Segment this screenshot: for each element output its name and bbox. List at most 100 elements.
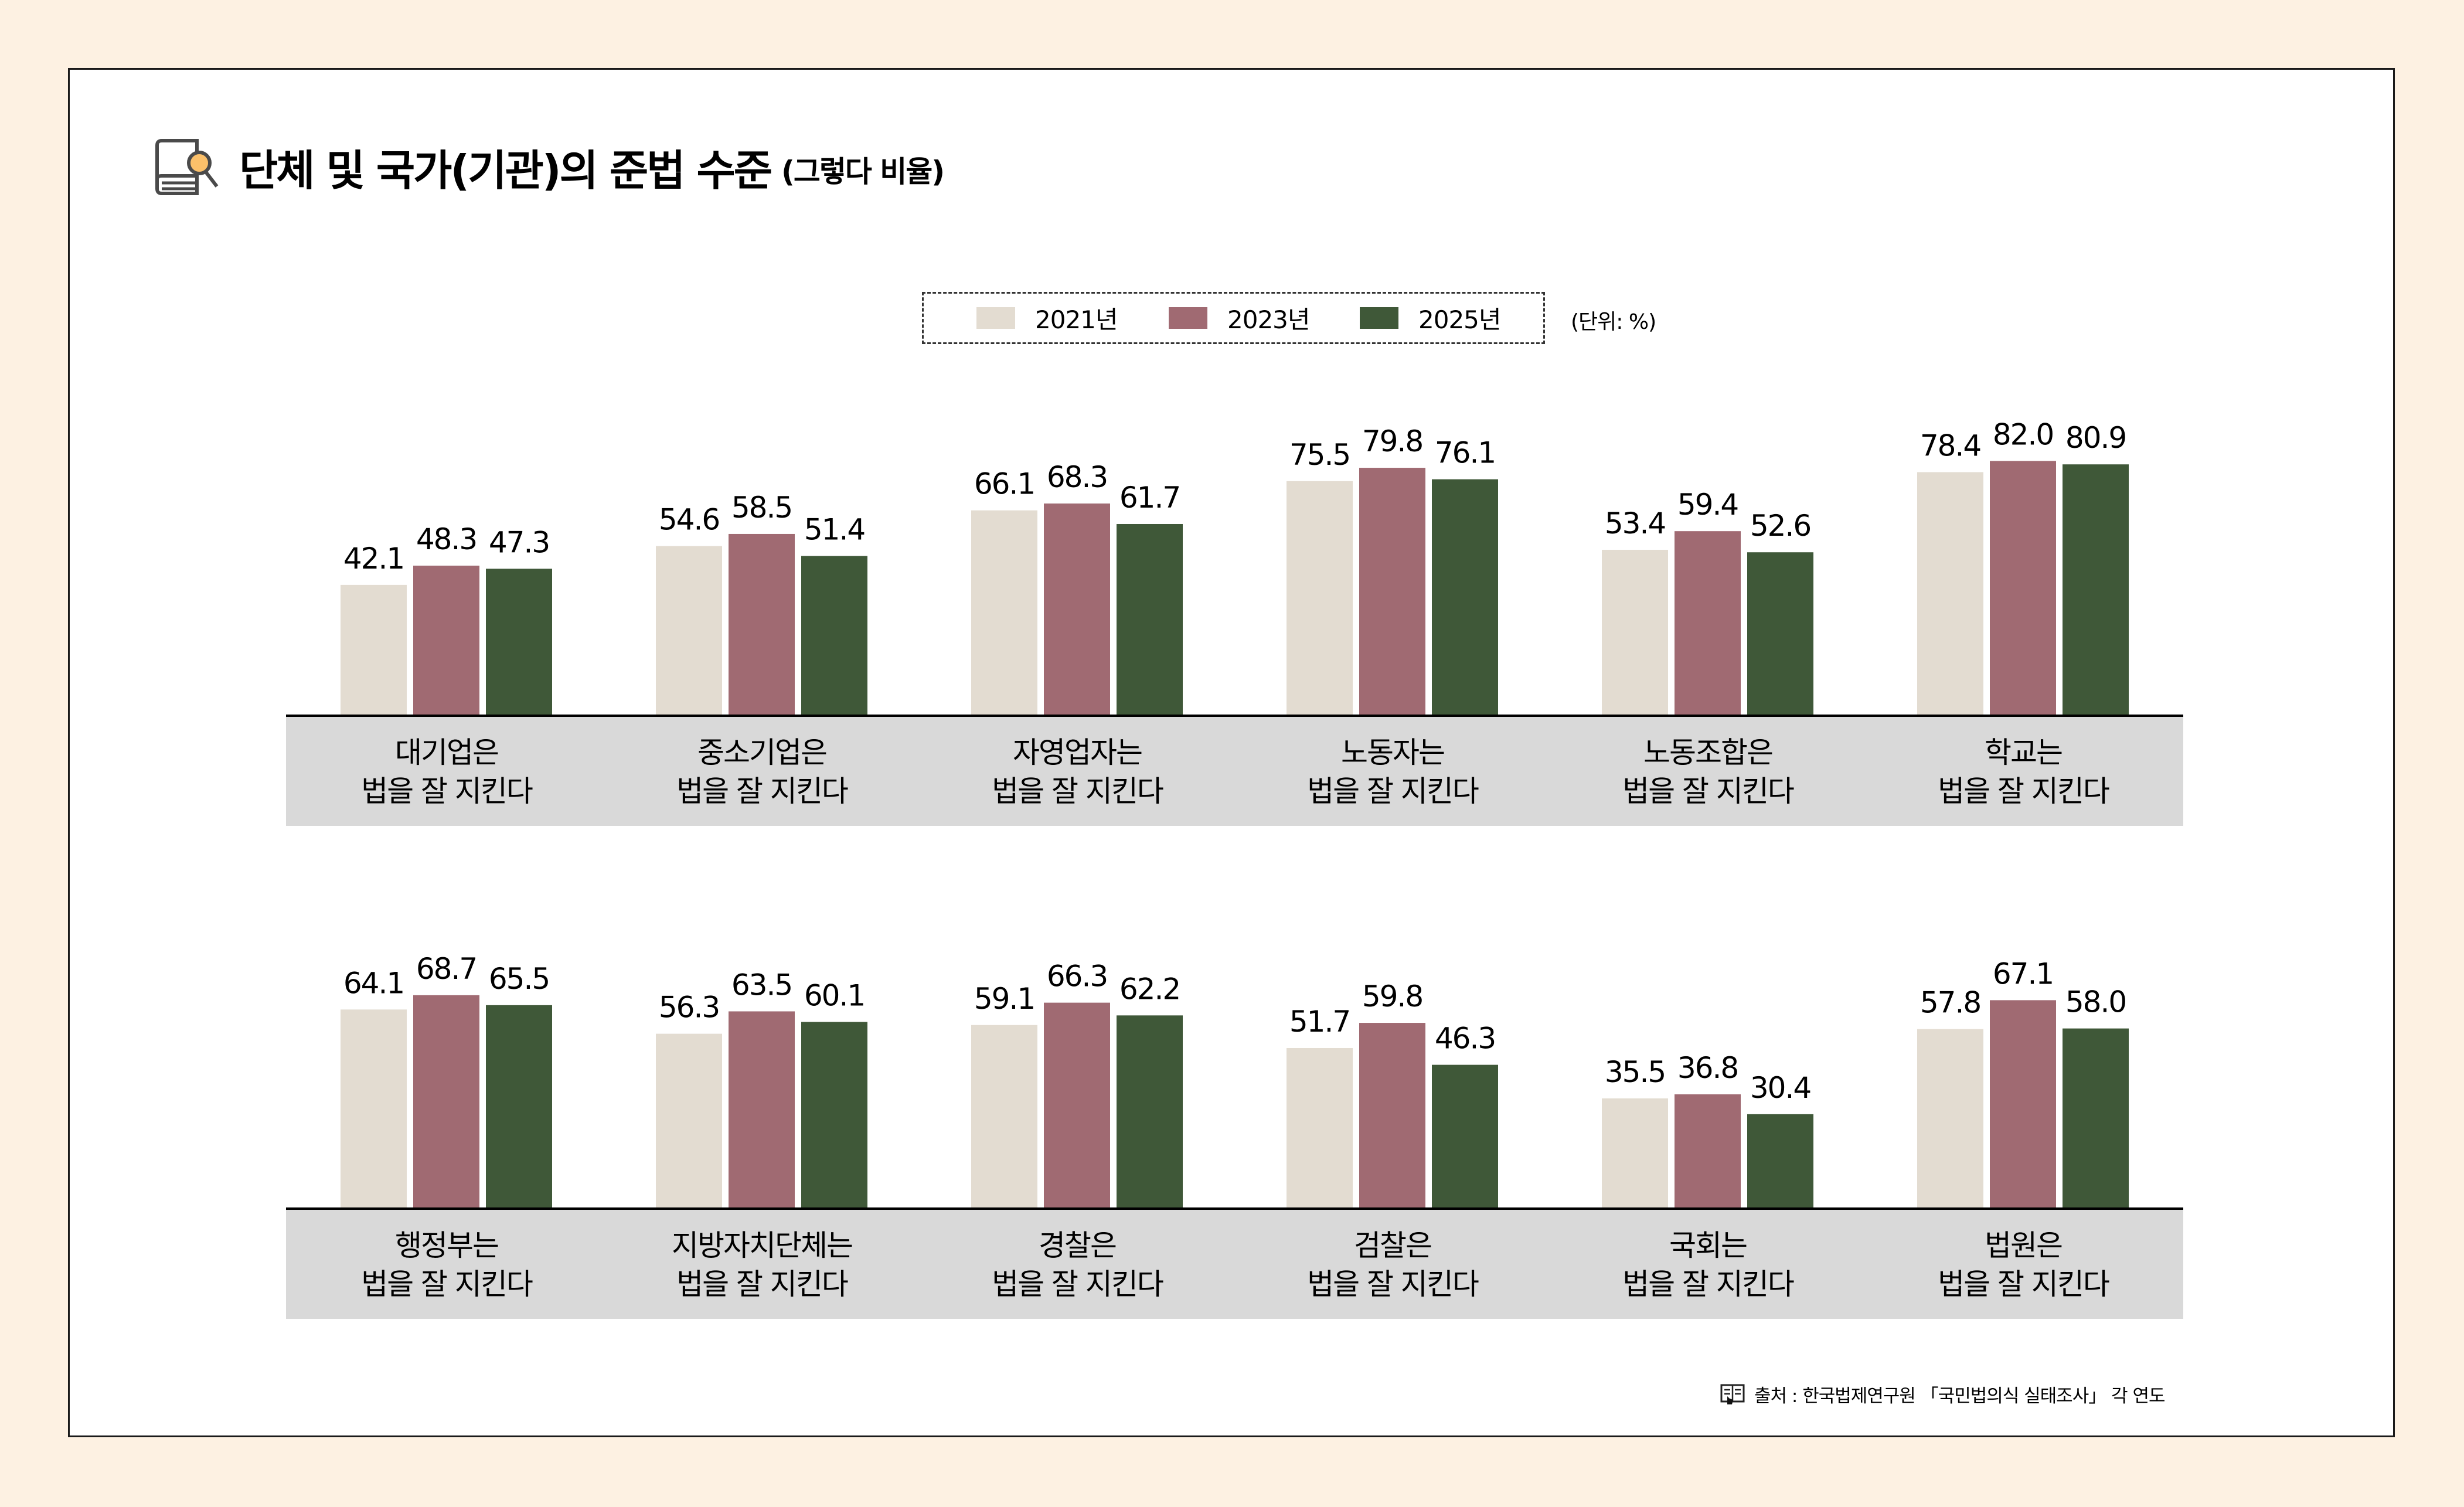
category-label: 지방자치단체는 법을 잘 지킨다 <box>604 1226 920 1304</box>
category-label-line2: 법을 잘 지킨다 <box>1622 774 1795 808</box>
legend-label-2021: 2021년 <box>1035 305 1118 334</box>
data-label-2023: 68.7 <box>416 952 477 986</box>
legend-item-2025: 2025년 <box>1360 294 1502 342</box>
bar-2023 <box>1044 504 1110 716</box>
chart-title: 단체 및 국가(기관)의 준법 수준 <box>239 145 772 195</box>
category-label-line2: 법을 잘 지킨다 <box>1307 774 1479 808</box>
data-label-2025: 65.5 <box>489 962 549 996</box>
data-label-2021: 64.1 <box>343 966 404 1000</box>
bar-2021 <box>1287 1047 1353 1209</box>
bar-2025 <box>2063 1028 2129 1209</box>
category-label-line2: 법을 잘 지킨다 <box>992 1267 1164 1301</box>
category-label-line2: 법을 잘 지킨다 <box>676 1267 849 1301</box>
data-label-2023: 67.1 <box>1993 957 2053 991</box>
data-label-2023: 68.3 <box>1047 460 1107 494</box>
legend-swatch-2023 <box>1169 307 1207 329</box>
category-label: 국회는 법을 잘 지킨다 <box>1550 1226 1866 1304</box>
bar-2025 <box>1747 1114 1813 1209</box>
source-note: 출처 : 한국법제연구원 「국민법의식 실태조사」 각 연도 <box>1720 1381 2165 1407</box>
data-label-2023: 79.8 <box>1362 424 1422 458</box>
data-label-2023: 36.8 <box>1677 1051 1738 1085</box>
category-label-line2: 법을 잘 지킨다 <box>1307 1267 1479 1301</box>
category-label: 노동자는 법을 잘 지킨다 <box>1235 733 1550 811</box>
data-label-2025: 62.2 <box>1119 972 1180 1006</box>
bar-2021 <box>1287 481 1353 716</box>
category-label-line2: 법을 잘 지킨다 <box>676 774 849 808</box>
data-label-2021: 78.4 <box>1920 428 1980 462</box>
bar-2023 <box>1675 1094 1741 1209</box>
data-label-2025: 58.0 <box>2065 985 2126 1019</box>
category-label-line1: 국회는 <box>1669 1229 1748 1263</box>
data-label-2021: 75.5 <box>1289 438 1350 472</box>
bar-2021 <box>341 1009 407 1209</box>
category-label-line1: 노동조합은 <box>1643 736 1774 770</box>
bar-2025 <box>1117 523 1183 716</box>
bar-2025 <box>1432 1064 1498 1209</box>
category-label-line1: 중소기업은 <box>697 736 828 770</box>
bar-2021 <box>1602 549 1668 716</box>
category-label-line1: 행정부는 <box>395 1229 499 1263</box>
bar-2025 <box>801 1022 867 1209</box>
bar-2021 <box>656 1033 722 1209</box>
data-label-2021: 42.1 <box>343 542 404 576</box>
data-label-2023: 82.0 <box>1993 417 2053 451</box>
category-band <box>286 1210 2183 1319</box>
data-label-2023: 63.5 <box>731 968 792 1002</box>
category-label-line1: 경찰은 <box>1039 1229 1117 1263</box>
data-label-2023: 66.3 <box>1047 960 1107 994</box>
data-label-2021: 53.4 <box>1605 506 1665 540</box>
book-search-icon <box>155 139 219 195</box>
data-label-2023: 48.3 <box>416 522 477 556</box>
bar-2021 <box>341 584 407 716</box>
chart-header: 단체 및 국가(기관)의 준법 수준 (그렇다 비율) <box>151 137 945 196</box>
bar-2025 <box>2063 464 2129 716</box>
data-label-2023: 59.4 <box>1677 488 1738 522</box>
document-pointer-icon <box>1720 1384 1745 1404</box>
data-label-2021: 35.5 <box>1605 1055 1665 1089</box>
data-label-2025: 80.9 <box>2065 421 2126 455</box>
bar-2025 <box>1117 1015 1183 1209</box>
bar-2023 <box>729 533 795 716</box>
data-label-2021: 59.1 <box>974 982 1034 1016</box>
data-label-2023: 59.8 <box>1362 979 1422 1013</box>
category-label-line1: 검찰은 <box>1354 1229 1432 1263</box>
data-label-2025: 52.6 <box>1750 509 1810 543</box>
data-label-2023: 58.5 <box>731 491 792 525</box>
data-label-2021: 56.3 <box>659 991 719 1025</box>
bar-2023 <box>413 995 479 1209</box>
legend-swatch-2025 <box>1360 307 1398 329</box>
legend-item-2021: 2021년 <box>976 294 1118 342</box>
bar-2025 <box>801 556 867 716</box>
bar-2023 <box>1359 1023 1425 1209</box>
category-label-line1: 자영업자는 <box>1013 736 1143 770</box>
category-label-line2: 법을 잘 지킨다 <box>1938 1267 2110 1301</box>
bar-2023 <box>1675 531 1741 716</box>
bar-2025 <box>486 1005 552 1209</box>
data-label-2021: 54.6 <box>659 503 719 537</box>
unit-label: (단위: %) <box>1571 310 1656 334</box>
category-label-line2: 법을 잘 지킨다 <box>361 1267 533 1301</box>
legend-swatch-2021 <box>976 307 1015 329</box>
data-label-2021: 57.8 <box>1920 986 1980 1020</box>
data-label-2025: 60.1 <box>804 978 865 1012</box>
bar-2023 <box>1044 1002 1110 1209</box>
category-label-line1: 법원은 <box>1985 1229 2063 1263</box>
data-label-2025: 30.4 <box>1750 1071 1810 1105</box>
category-label: 대기업은 법을 잘 지킨다 <box>289 733 604 811</box>
bar-2023 <box>729 1011 795 1209</box>
category-label: 학교는 법을 잘 지킨다 <box>1866 733 2181 811</box>
category-band <box>286 717 2183 826</box>
bar-2021 <box>971 510 1037 716</box>
bar-2023 <box>1990 1000 2056 1209</box>
data-label-2021: 66.1 <box>974 467 1034 501</box>
bar-2023 <box>413 566 479 716</box>
data-label-2025: 76.1 <box>1435 436 1495 470</box>
legend-item-2023: 2023년 <box>1169 294 1311 342</box>
chart-subtitle: (그렇다 비율) <box>781 155 945 189</box>
